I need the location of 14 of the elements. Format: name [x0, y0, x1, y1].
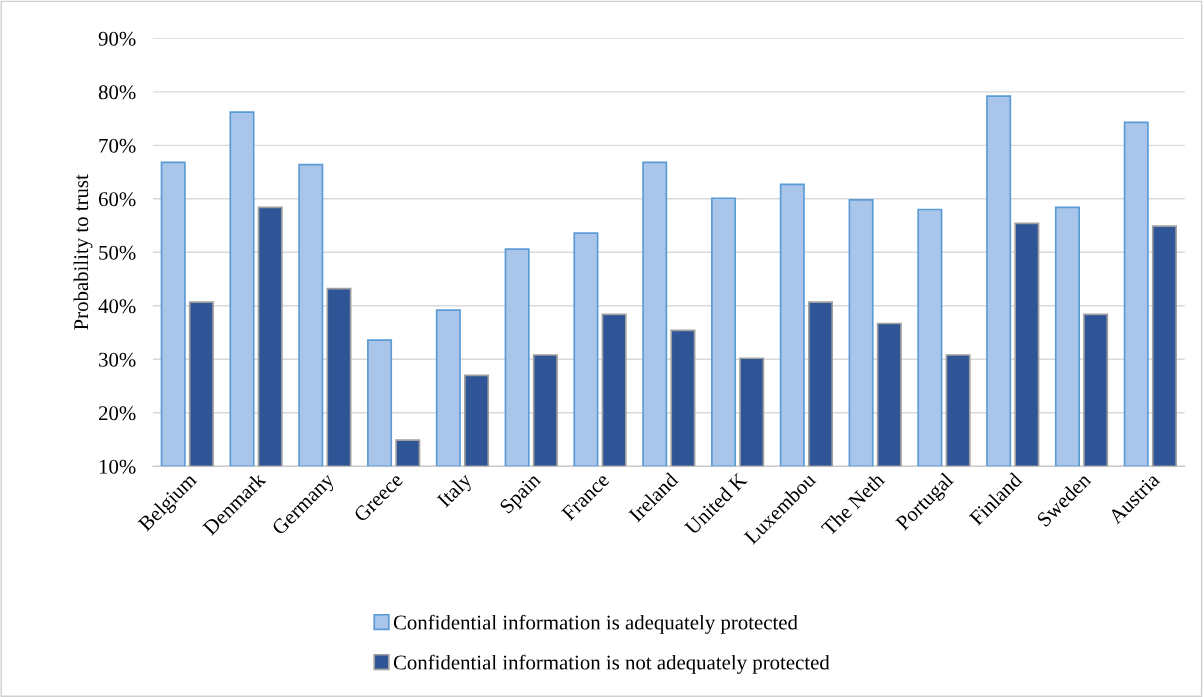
legend-label: Confidential information is adequately protected — [393, 614, 798, 634]
y-axis-title: Probability to trust — [73, 174, 93, 330]
y-tick-label: 50% — [99, 245, 136, 260]
y-tick-label: 10% — [99, 459, 136, 474]
x-tick-label: Italy — [435, 471, 476, 512]
y-tick-label: 40% — [98, 299, 136, 314]
y-tick-label: 20% — [98, 406, 136, 421]
y-tick-label: 80% — [98, 85, 136, 100]
x-tick-label: The Neth — [820, 471, 886, 537]
y-tick-label: 60% — [98, 192, 136, 207]
y-tick-label: 90% — [98, 31, 136, 46]
y-tick-label: 70% — [99, 138, 136, 153]
y-tick-label: 30% — [99, 352, 136, 367]
legend-label: Confidential information is not adequately protected — [393, 654, 830, 674]
